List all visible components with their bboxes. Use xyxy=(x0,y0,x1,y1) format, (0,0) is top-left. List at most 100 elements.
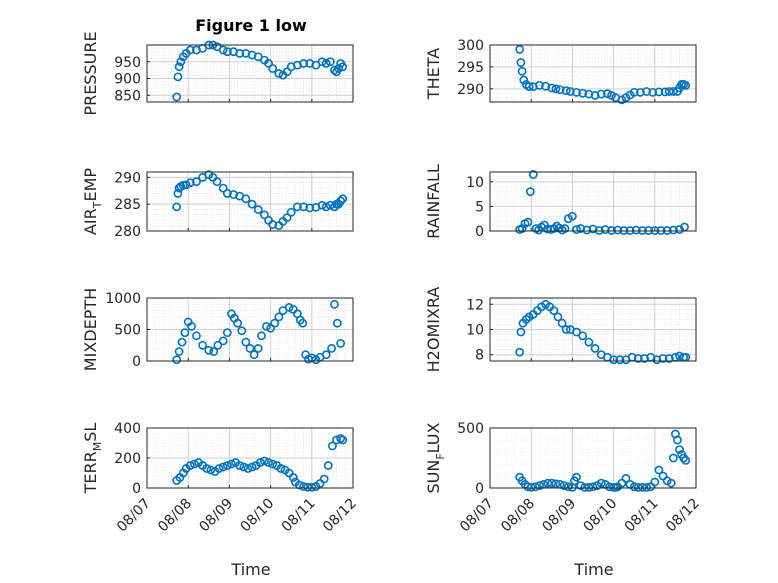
data-point xyxy=(582,225,592,235)
data-point xyxy=(675,351,684,361)
data-point xyxy=(603,89,612,99)
data-point xyxy=(206,465,216,475)
x-tick-label: 08/10 xyxy=(238,496,278,536)
data-point xyxy=(274,69,284,78)
data-point xyxy=(321,202,331,212)
data-point xyxy=(174,347,184,356)
data-point xyxy=(180,328,190,338)
data-point xyxy=(615,355,625,365)
data-point xyxy=(640,354,649,363)
data-point xyxy=(276,464,286,473)
data-point xyxy=(264,458,273,467)
axes-box xyxy=(146,171,354,232)
y-tick-label: 900 xyxy=(114,72,141,88)
data-point xyxy=(237,326,247,336)
data-point xyxy=(332,435,341,445)
x-tick-label: 08/09 xyxy=(539,496,579,536)
subplot-6: 8 10 12 H2OMIXRA xyxy=(424,287,697,373)
data-point xyxy=(253,343,263,353)
axes-box xyxy=(489,427,697,489)
data-point xyxy=(192,331,201,341)
data-point xyxy=(596,89,606,99)
y-tick-label: 280 xyxy=(114,224,141,240)
x-tick-label: 08/12 xyxy=(663,496,703,536)
y-tick-label: 10 xyxy=(466,175,484,191)
data-point xyxy=(299,202,308,212)
data-point xyxy=(528,170,538,179)
x-tick-label: 08/08 xyxy=(155,496,195,536)
subplot-7: 0 200 400 TERRMSL 08/07 08/08 08/09 08/10 08/11 0… xyxy=(81,421,360,535)
data-point xyxy=(515,347,525,357)
data-point xyxy=(572,472,581,482)
data-point xyxy=(298,318,308,328)
y-tick-label: 12 xyxy=(466,297,484,313)
subplot-4: 0 5 10 RAINFALL xyxy=(424,164,697,240)
data-point xyxy=(555,85,565,95)
data-point xyxy=(204,345,214,355)
data-point xyxy=(584,89,594,99)
x-tick-label: 08/07 xyxy=(457,496,497,536)
data-point xyxy=(560,224,570,233)
data-point xyxy=(635,87,645,97)
data-point xyxy=(668,453,678,463)
data-point xyxy=(561,325,571,334)
data-point xyxy=(255,458,265,467)
y-tick-label: 0 xyxy=(132,481,141,497)
data-point xyxy=(605,482,614,492)
data-point xyxy=(172,355,182,365)
data-point xyxy=(596,478,606,488)
data-point xyxy=(303,482,313,492)
y-axis-label: H2OMIXRA xyxy=(424,287,443,373)
data-point xyxy=(189,459,199,469)
data-point xyxy=(247,199,257,209)
data-point xyxy=(239,462,249,472)
subplot-8: 0 500 SUNFLUX 08/07 08/08 08/09 08/10 08/11 08/1… xyxy=(424,421,703,535)
data-point xyxy=(642,87,651,96)
data-point xyxy=(565,87,575,96)
subplot-2: 290 295 300 THETA xyxy=(424,38,697,105)
data-point xyxy=(572,327,581,337)
y-tick-label: 0 xyxy=(475,224,484,240)
y-tick-label: 285 xyxy=(114,197,141,213)
data-point xyxy=(681,455,691,465)
data-point xyxy=(317,57,327,67)
data-point xyxy=(590,91,600,100)
data-point xyxy=(516,327,526,337)
data-point xyxy=(241,337,251,347)
data-point xyxy=(209,347,219,356)
data-point xyxy=(572,87,581,97)
data-point xyxy=(177,337,187,347)
data-point xyxy=(185,45,195,55)
data-point xyxy=(325,200,335,210)
y-axis-label: AIRTEMP xyxy=(81,168,104,235)
data-point xyxy=(633,482,643,492)
data-point xyxy=(578,331,588,341)
y-tick-label: 1000 xyxy=(105,291,141,307)
data-point xyxy=(260,210,269,220)
data-point xyxy=(338,435,348,445)
data-point xyxy=(327,343,336,353)
data-point xyxy=(543,478,553,488)
axes-box xyxy=(489,44,697,103)
data-point xyxy=(580,482,590,492)
data-point xyxy=(305,203,315,213)
x-tick-label: 08/12 xyxy=(320,496,360,536)
data-point xyxy=(173,189,183,198)
data-point xyxy=(222,461,232,470)
y-axis-label: SUNFLUX xyxy=(424,422,447,493)
y-tick-label: 300 xyxy=(457,38,484,54)
data-point xyxy=(212,177,222,187)
data-point xyxy=(519,75,529,85)
data-point xyxy=(660,87,670,97)
data-point xyxy=(666,478,676,488)
x-tick-label: 08/11 xyxy=(279,496,319,536)
x-axis-label-right: Time xyxy=(573,560,613,579)
data-point xyxy=(332,318,342,328)
data-point xyxy=(284,303,294,312)
x-tick-label: 08/09 xyxy=(196,496,236,536)
data-point xyxy=(631,225,641,235)
data-point xyxy=(330,65,339,75)
data-point xyxy=(516,58,526,67)
data-point xyxy=(629,482,639,492)
data-point xyxy=(650,477,660,487)
